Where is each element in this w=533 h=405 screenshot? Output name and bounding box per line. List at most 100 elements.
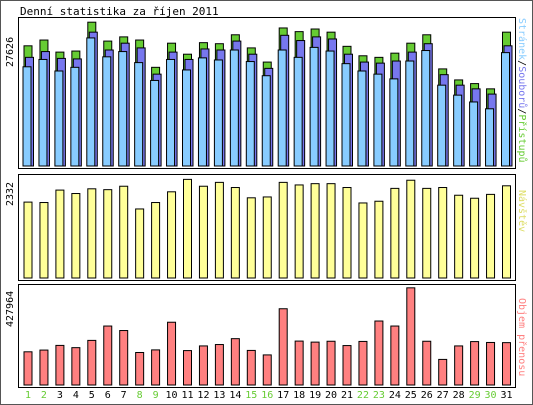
x-tick-label: 26 (421, 390, 433, 401)
bar-stranek (309, 46, 319, 167)
bar-stranek (229, 49, 239, 167)
bar-prenos (71, 347, 81, 386)
bar-prenos (135, 351, 145, 386)
x-tick-label: 24 (389, 390, 401, 401)
bar-navstev (502, 185, 511, 279)
bar-prenos (183, 350, 192, 386)
bar-stranek (357, 70, 367, 167)
bar-stranek (501, 52, 510, 167)
bar-navstev (39, 202, 49, 279)
bar-navstev (183, 178, 192, 279)
x-tick-label: 20 (325, 390, 337, 401)
bar-stranek (213, 59, 223, 167)
bar-stranek (373, 73, 383, 167)
bar-navstev (151, 202, 161, 279)
bar-stranek (437, 84, 447, 167)
x-tick-label: 19 (309, 390, 321, 401)
x-tick-label: 21 (341, 390, 353, 401)
bar-stranek (277, 49, 287, 167)
bar-stranek (453, 94, 463, 167)
bar-stranek (293, 56, 303, 167)
bar-prenos (246, 349, 256, 386)
legend-souboru: Souborů (516, 66, 527, 109)
legend-sep-2: / (516, 108, 527, 115)
bar-prenos (294, 340, 304, 386)
x-tick-label: 15 (245, 390, 257, 401)
legend-pristupu: Přístupů (516, 114, 527, 163)
bar-navstev (470, 197, 480, 279)
bar-stranek (485, 108, 495, 167)
bar-prenos (326, 340, 336, 386)
bar-prenos (103, 325, 113, 386)
bar-navstev (55, 189, 65, 279)
bar-prenos (342, 345, 352, 386)
x-tick-label: 14 (229, 390, 241, 401)
bar-stranek (102, 56, 112, 167)
bar-stranek (134, 62, 144, 167)
bar-stranek (70, 66, 80, 167)
bar-stranek (166, 58, 176, 167)
bar-navstev (374, 200, 384, 279)
bar-navstev (406, 179, 416, 279)
bar-stranek (261, 75, 271, 167)
x-tick-label: 25 (405, 390, 417, 401)
bar-navstev (422, 187, 432, 279)
bar-stranek (86, 37, 96, 167)
bar-stranek (197, 57, 207, 167)
legend-stranek: Stránek (516, 18, 527, 61)
bar-navstev (103, 189, 113, 279)
bar-prenos (502, 342, 511, 386)
bar-stranek (325, 50, 335, 167)
bar-navstev (23, 201, 33, 279)
bar-prenos (198, 345, 208, 386)
bar-stranek (182, 69, 191, 167)
bar-stranek (54, 70, 64, 167)
bar-stranek (405, 60, 415, 167)
bar-navstev (486, 193, 496, 279)
bar-navstev (278, 181, 288, 279)
bar-navstev (230, 187, 240, 279)
bar-prenos (262, 354, 272, 386)
bar-navstev (454, 194, 464, 279)
bar-prenos (470, 341, 480, 386)
bar-stranek (150, 79, 160, 167)
x-tick-label: 3 (57, 390, 63, 401)
x-tick-label: 31 (500, 390, 512, 401)
bar-navstev (167, 191, 177, 279)
bar-prenos (486, 341, 496, 386)
x-tick-label: 22 (357, 390, 369, 401)
bar-navstev (438, 187, 448, 279)
bar-navstev (71, 193, 81, 279)
bar-prenos (55, 344, 65, 386)
bar-stranek (469, 101, 479, 167)
bar-stranek (38, 58, 48, 167)
bar-navstev (246, 197, 256, 279)
bar-prenos (230, 338, 240, 386)
x-tick-label: 18 (293, 390, 305, 401)
bar-navstev (358, 202, 368, 279)
bar-prenos (390, 325, 400, 386)
bar-prenos (278, 308, 288, 386)
x-tick-label: 10 (166, 390, 178, 401)
bar-navstev (326, 183, 336, 279)
bar-navstev (310, 183, 320, 279)
bar-prenos (358, 340, 368, 386)
bar-prenos (151, 349, 161, 386)
bar-stranek (22, 66, 32, 167)
bar-prenos (39, 349, 49, 386)
x-tick-label: 17 (277, 390, 289, 401)
x-tick-label: 2 (41, 390, 47, 401)
bar-prenos (119, 330, 129, 386)
bar-prenos (214, 344, 224, 386)
bar-navstev (198, 185, 208, 279)
x-tick-label: 1 (25, 390, 31, 401)
bar-stranek (245, 61, 255, 167)
bar-prenos (438, 358, 448, 386)
x-tick-label: 30 (485, 390, 497, 401)
bar-navstev (262, 196, 272, 279)
bar-prenos (167, 321, 177, 386)
bar-prenos (87, 339, 97, 386)
x-tick-label: 23 (373, 390, 385, 401)
chart-title: Denní statistika za říjen 2011 (20, 5, 219, 18)
